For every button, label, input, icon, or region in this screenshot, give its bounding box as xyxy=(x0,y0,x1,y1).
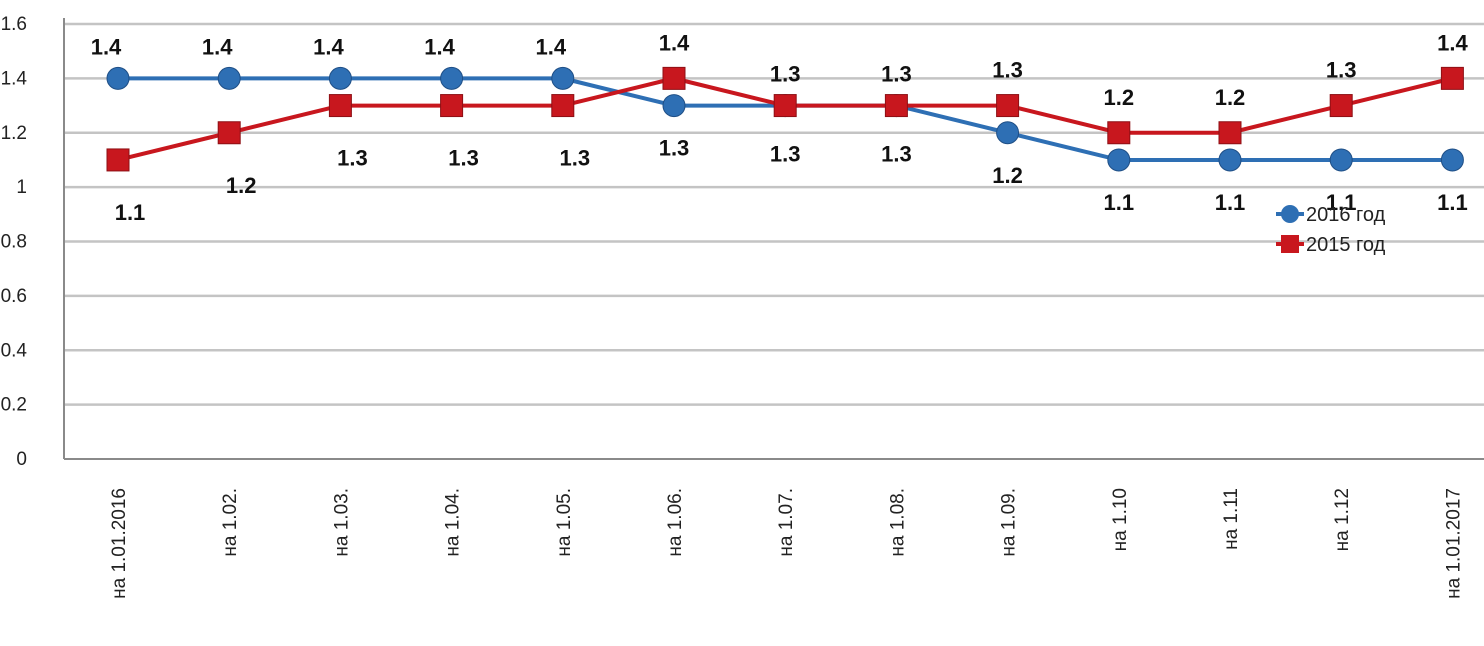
y-tick-label: 0.6 xyxy=(1,286,27,307)
series-lines xyxy=(106,66,1464,172)
y-tick-label: 0.2 xyxy=(1,395,27,416)
data-point-square xyxy=(1218,121,1242,145)
y-tick-label: 0.8 xyxy=(1,232,27,253)
data-label: 1.1 xyxy=(115,200,146,225)
data-label: 1.4 xyxy=(202,34,233,59)
x-tick-label: на 1.12 xyxy=(1332,488,1353,551)
x-tick-label: на 1.05. xyxy=(554,488,575,557)
data-label: 1.4 xyxy=(424,34,455,59)
data-point-circle xyxy=(328,66,352,90)
legend: 2016 год 2015 год xyxy=(1276,204,1386,256)
data-point-square xyxy=(217,121,241,145)
x-tick-labels: на 1.01.2016 на 1.02. на 1.03. на 1.04. на 1… xyxy=(109,488,1464,599)
data-point-square xyxy=(1329,94,1353,118)
data-point-circle xyxy=(217,66,241,90)
legend-marker-square xyxy=(1281,235,1299,253)
legend-marker-circle xyxy=(1281,205,1299,223)
data-label: 1.2 xyxy=(992,163,1023,188)
data-label: 1.4 xyxy=(536,34,567,59)
data-label: 1.1 xyxy=(1326,190,1357,215)
y-tick-label: 1.6 xyxy=(1,14,27,35)
x-tick-label: на 1.02. xyxy=(220,488,241,557)
x-tick-label: на 1.03. xyxy=(331,488,352,557)
data-label: 1.4 xyxy=(659,30,690,55)
data-point-square xyxy=(1440,66,1464,90)
x-tick-label: на 1.10 xyxy=(1110,488,1131,551)
data-labels: 1.4 1.1 1.4 1.2 1.4 1.3 1.4 1.3 1.4 1.3 1.4 1.3 1.3 1… xyxy=(91,30,1469,225)
data-point-circle xyxy=(996,121,1020,145)
data-point-circle xyxy=(551,66,575,90)
data-label: 1.3 xyxy=(770,142,801,167)
y-tick-label: 0.4 xyxy=(1,340,28,361)
data-point-square xyxy=(106,148,130,172)
data-point-square xyxy=(328,94,352,118)
data-point-circle xyxy=(662,94,686,118)
data-point-circle xyxy=(1218,148,1242,172)
data-label: 1.3 xyxy=(560,146,591,171)
data-label: 1.3 xyxy=(881,62,912,87)
data-point-circle xyxy=(106,66,130,90)
data-point-circle xyxy=(1107,148,1131,172)
data-label: 1.1 xyxy=(1104,190,1135,215)
y-tick-label: 1.4 xyxy=(1,68,28,89)
y-tick-label: 1 xyxy=(16,177,27,198)
data-label: 1.2 xyxy=(1215,85,1246,110)
legend-label: 2015 год xyxy=(1306,234,1386,256)
data-label: 1.4 xyxy=(1437,30,1468,55)
data-point-square xyxy=(773,94,797,118)
data-label: 1.2 xyxy=(226,173,257,198)
data-label: 1.3 xyxy=(337,146,368,171)
x-tick-label: на 1.07. xyxy=(776,488,797,557)
data-label: 1.4 xyxy=(313,34,344,59)
data-point-square xyxy=(996,94,1020,118)
data-label: 1.3 xyxy=(881,142,912,167)
data-label: 1.1 xyxy=(1215,190,1246,215)
data-point-square xyxy=(440,94,464,118)
x-tick-label: на 1.04. xyxy=(443,488,464,557)
x-tick-label: на 1.09. xyxy=(999,488,1020,557)
axes xyxy=(63,18,1484,460)
data-label: 1.1 xyxy=(1437,190,1468,215)
y-tick-label: 1.2 xyxy=(1,123,27,144)
data-point-circle xyxy=(1329,148,1353,172)
legend-label: 2016 год xyxy=(1306,204,1386,226)
data-point-circle xyxy=(440,66,464,90)
data-label: 1.4 xyxy=(91,34,122,59)
y-tick-label: 0 xyxy=(16,449,27,470)
x-tick-label: на 1.11 xyxy=(1221,488,1242,550)
data-point-square xyxy=(884,94,908,118)
data-label: 1.3 xyxy=(992,58,1023,83)
data-label: 1.3 xyxy=(770,62,801,87)
data-label: 1.2 xyxy=(1104,85,1135,110)
data-point-square xyxy=(551,94,575,118)
data-label: 1.3 xyxy=(448,146,479,171)
x-tick-label: на 1.01.2016 xyxy=(109,488,130,599)
data-label: 1.3 xyxy=(1326,58,1357,83)
data-point-circle xyxy=(1440,148,1464,172)
x-tick-label: на 1.01.2017 xyxy=(1443,488,1464,599)
data-point-square xyxy=(662,66,686,90)
x-tick-label: на 1.08. xyxy=(887,488,908,557)
data-label: 1.3 xyxy=(659,136,690,161)
y-tick-labels: 0 0.2 0.4 0.6 0.8 1 1.2 1.4 1.6 xyxy=(1,14,28,470)
data-point-square xyxy=(1107,121,1131,145)
x-tick-label: на 1.06. xyxy=(665,488,686,557)
